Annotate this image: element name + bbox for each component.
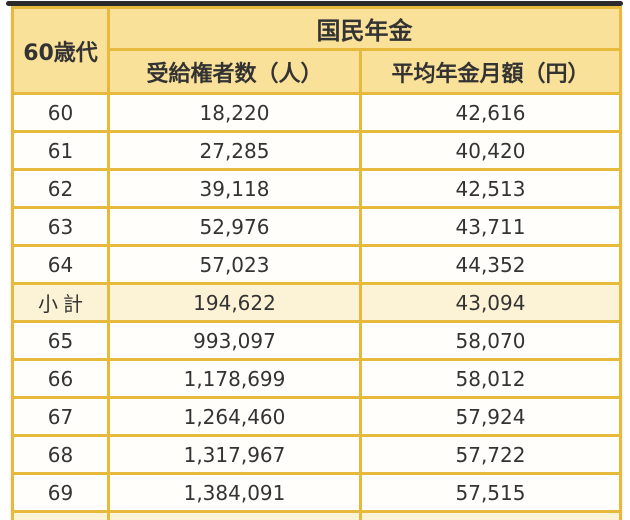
table-row: 61 27,285 40,420: [11, 130, 622, 171]
recipients-cell: 6,138,314: [107, 510, 362, 520]
avg-monthly-cell: 42,616: [359, 92, 622, 133]
recipients-cell: 57,023: [107, 244, 362, 285]
age-cell: 61: [11, 130, 110, 171]
recipients-cell: 194,622: [107, 282, 362, 323]
age-cell: 69: [11, 472, 110, 513]
recipients-cell: 993,097: [107, 320, 362, 361]
age-cell: 65: [11, 320, 110, 361]
avg-monthly-cell: 42,513: [359, 168, 622, 209]
table-body: 60 18,220 42,616 61 27,285 40,420 62 39,…: [11, 92, 622, 520]
age-cell: 62: [11, 168, 110, 209]
age-cell: 63: [11, 206, 110, 247]
recipients-cell: 1,178,699: [107, 358, 362, 399]
age-cell: 66: [11, 358, 110, 399]
avg-monthly-cell: 57,829: [359, 510, 622, 520]
avg-monthly-cell: 43,711: [359, 206, 622, 247]
table-row: 60 18,220 42,616: [11, 92, 622, 133]
table-row: 64 57,023 44,352: [11, 244, 622, 285]
recipients-cell: 1,264,460: [107, 396, 362, 437]
avg-monthly-cell: 44,352: [359, 244, 622, 285]
subtotal-label-cell: 小計: [11, 282, 110, 323]
avg-monthly-cell: 58,070: [359, 320, 622, 361]
table-row: 63 52,976 43,711: [11, 206, 622, 247]
table-header: 60歳代 国民年金 受給権者数（人） 平均年金月額（円）: [11, 6, 622, 95]
subtotal-row-60s-early: 小計 194,622 43,094: [11, 282, 622, 323]
avg-monthly-cell: 58,012: [359, 358, 622, 399]
table-row: 68 1,317,967 57,722: [11, 434, 622, 475]
table-row: 62 39,118 42,513: [11, 168, 622, 209]
col-header-avg-monthly: 平均年金月額（円）: [359, 48, 622, 95]
recipients-cell: 1,317,967: [107, 434, 362, 475]
age-cell: 67: [11, 396, 110, 437]
top-divider-rule: [6, 1, 623, 6]
recipients-cell: 1,384,091: [107, 472, 362, 513]
col-header-recipients: 受給権者数（人）: [107, 48, 362, 95]
avg-monthly-cell: 57,924: [359, 396, 622, 437]
subtotal-row-60s-late: 小計 6,138,314 57,829: [11, 510, 622, 520]
avg-monthly-cell: 57,722: [359, 434, 622, 475]
table-row: 67 1,264,460 57,924: [11, 396, 622, 437]
avg-monthly-cell: 43,094: [359, 282, 622, 323]
table-row: 66 1,178,699 58,012: [11, 358, 622, 399]
avg-monthly-cell: 40,420: [359, 130, 622, 171]
avg-monthly-cell: 57,515: [359, 472, 622, 513]
national-pension-table: 60歳代 国民年金 受給権者数（人） 平均年金月額（円） 60 18,220 4…: [11, 6, 622, 520]
recipients-cell: 52,976: [107, 206, 362, 247]
age-cell: 64: [11, 244, 110, 285]
recipients-cell: 18,220: [107, 92, 362, 133]
table-row: 65 993,097 58,070: [11, 320, 622, 361]
recipients-cell: 27,285: [107, 130, 362, 171]
age-cell: 60: [11, 92, 110, 133]
subtotal-label-cell: 小計: [11, 510, 110, 520]
group-header-kokumin-nenkin: 国民年金: [107, 6, 622, 51]
age-group-header: 60歳代: [11, 6, 110, 95]
recipients-cell: 39,118: [107, 168, 362, 209]
table-row: 69 1,384,091 57,515: [11, 472, 622, 513]
age-cell: 68: [11, 434, 110, 475]
